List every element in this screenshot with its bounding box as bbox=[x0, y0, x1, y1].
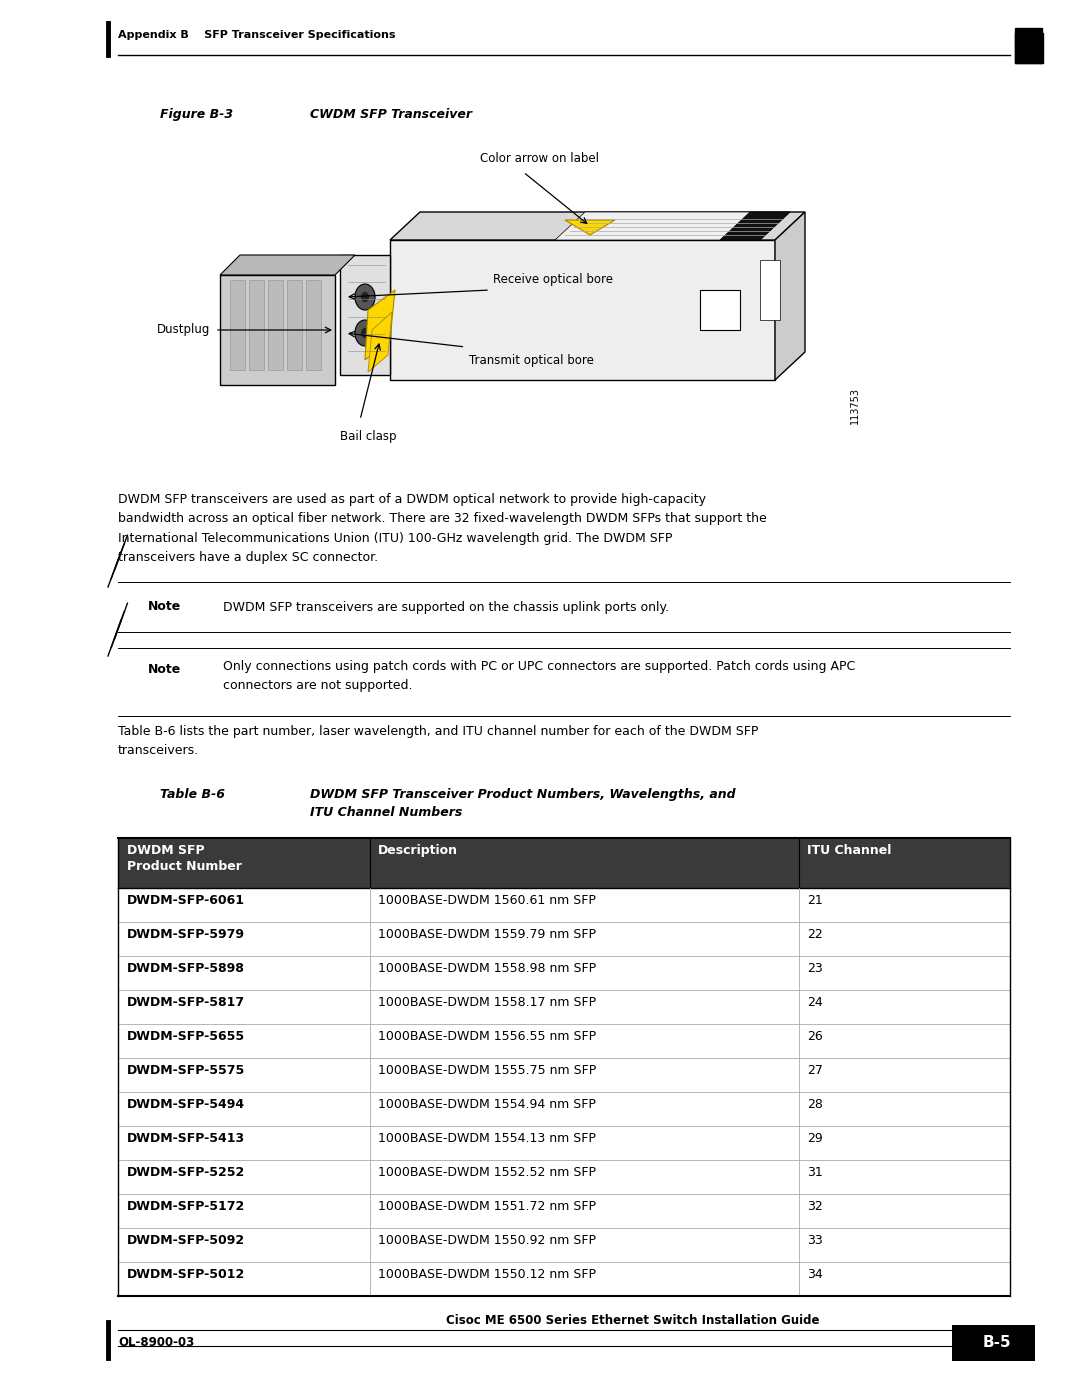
Text: 24: 24 bbox=[807, 996, 823, 1009]
Text: DWDM-SFP-5817: DWDM-SFP-5817 bbox=[126, 996, 245, 1009]
Text: Color arrow on label: Color arrow on label bbox=[480, 152, 599, 165]
Polygon shape bbox=[565, 219, 615, 235]
Text: DWDM-SFP-5012: DWDM-SFP-5012 bbox=[126, 1267, 245, 1281]
Text: 27: 27 bbox=[807, 1063, 823, 1077]
Circle shape bbox=[361, 292, 369, 302]
Text: 29: 29 bbox=[807, 1132, 823, 1144]
Text: DWDM SFP transceivers are used as part of a DWDM optical network to provide high: DWDM SFP transceivers are used as part o… bbox=[118, 493, 767, 564]
FancyBboxPatch shape bbox=[249, 279, 264, 370]
Text: Appendix B    SFP Transceiver Specifications: Appendix B SFP Transceiver Specification… bbox=[118, 29, 395, 41]
Text: 1000BASE-DWDM 1558.17 nm SFP: 1000BASE-DWDM 1558.17 nm SFP bbox=[378, 996, 596, 1009]
FancyBboxPatch shape bbox=[220, 275, 335, 386]
Polygon shape bbox=[775, 212, 805, 380]
Text: DWDM-SFP-5655: DWDM-SFP-5655 bbox=[126, 1030, 245, 1042]
Text: ITU Channel: ITU Channel bbox=[807, 844, 892, 856]
Text: Receive optical bore: Receive optical bore bbox=[494, 272, 613, 286]
FancyBboxPatch shape bbox=[1015, 28, 1042, 63]
Text: Description: Description bbox=[378, 844, 458, 856]
Text: DWDM-SFP-5252: DWDM-SFP-5252 bbox=[126, 1165, 245, 1179]
FancyBboxPatch shape bbox=[287, 279, 302, 370]
Text: 1000BASE-DWDM 1551.72 nm SFP: 1000BASE-DWDM 1551.72 nm SFP bbox=[378, 1200, 596, 1213]
Text: DWDM-SFP-5092: DWDM-SFP-5092 bbox=[126, 1234, 245, 1246]
FancyBboxPatch shape bbox=[230, 279, 245, 370]
Text: 1000BASE-DWDM 1552.52 nm SFP: 1000BASE-DWDM 1552.52 nm SFP bbox=[378, 1165, 596, 1179]
Text: DWDM-SFP-5575: DWDM-SFP-5575 bbox=[126, 1063, 245, 1077]
FancyBboxPatch shape bbox=[760, 260, 780, 320]
Text: Cisoc ME 6500 Series Ethernet Switch Installation Guide: Cisoc ME 6500 Series Ethernet Switch Ins… bbox=[446, 1315, 820, 1327]
Text: DWDM SFP transceivers are supported on the chassis uplink ports only.: DWDM SFP transceivers are supported on t… bbox=[222, 601, 670, 613]
Polygon shape bbox=[220, 256, 355, 275]
Polygon shape bbox=[555, 212, 789, 240]
Text: DWDM-SFP-5898: DWDM-SFP-5898 bbox=[126, 961, 244, 975]
Text: Note: Note bbox=[148, 601, 181, 613]
Text: DWDM-SFP-5494: DWDM-SFP-5494 bbox=[126, 1098, 245, 1111]
Text: 28: 28 bbox=[807, 1098, 823, 1111]
Text: 1000BASE-DWDM 1554.13 nm SFP: 1000BASE-DWDM 1554.13 nm SFP bbox=[378, 1132, 596, 1144]
Text: Table B-6 lists the part number, laser wavelength, and ITU channel number for ea: Table B-6 lists the part number, laser w… bbox=[118, 725, 758, 757]
Polygon shape bbox=[720, 212, 789, 240]
Text: 34: 34 bbox=[807, 1267, 823, 1281]
Text: DWDM-SFP-5979: DWDM-SFP-5979 bbox=[126, 928, 245, 940]
Text: 1000BASE-DWDM 1560.61 nm SFP: 1000BASE-DWDM 1560.61 nm SFP bbox=[378, 894, 596, 907]
Text: CWDM SFP Transceiver: CWDM SFP Transceiver bbox=[310, 108, 472, 122]
FancyBboxPatch shape bbox=[700, 291, 740, 330]
FancyBboxPatch shape bbox=[1015, 34, 1043, 63]
Text: DWDM SFP
Product Number: DWDM SFP Product Number bbox=[126, 844, 242, 873]
Text: 1000BASE-DWDM 1554.94 nm SFP: 1000BASE-DWDM 1554.94 nm SFP bbox=[378, 1098, 596, 1111]
Text: Transmit optical bore: Transmit optical bore bbox=[469, 353, 594, 367]
Circle shape bbox=[355, 320, 375, 346]
Polygon shape bbox=[368, 312, 392, 372]
Text: Figure B-3: Figure B-3 bbox=[160, 108, 233, 122]
Text: Bail clasp: Bail clasp bbox=[340, 430, 396, 443]
Text: Table B-6: Table B-6 bbox=[160, 788, 225, 800]
Text: 1000BASE-DWDM 1555.75 nm SFP: 1000BASE-DWDM 1555.75 nm SFP bbox=[378, 1063, 596, 1077]
Polygon shape bbox=[365, 291, 395, 360]
Text: 1000BASE-DWDM 1559.79 nm SFP: 1000BASE-DWDM 1559.79 nm SFP bbox=[378, 928, 596, 940]
Text: Note: Note bbox=[148, 664, 181, 676]
Text: 21: 21 bbox=[807, 894, 823, 907]
FancyBboxPatch shape bbox=[951, 1324, 1035, 1361]
Text: 1000BASE-DWDM 1550.12 nm SFP: 1000BASE-DWDM 1550.12 nm SFP bbox=[378, 1267, 596, 1281]
Text: 33: 33 bbox=[807, 1234, 823, 1246]
Text: OL-8900-03: OL-8900-03 bbox=[118, 1337, 194, 1350]
Text: DWDM SFP Transceiver Product Numbers, Wavelengths, and
ITU Channel Numbers: DWDM SFP Transceiver Product Numbers, Wa… bbox=[310, 788, 735, 819]
FancyBboxPatch shape bbox=[390, 240, 775, 380]
Text: DWDM-SFP-6061: DWDM-SFP-6061 bbox=[126, 894, 245, 907]
Text: 22: 22 bbox=[807, 928, 823, 940]
Text: 1000BASE-DWDM 1556.55 nm SFP: 1000BASE-DWDM 1556.55 nm SFP bbox=[378, 1030, 596, 1042]
Circle shape bbox=[355, 284, 375, 310]
Text: Only connections using patch cords with PC or UPC connectors are supported. Patc: Only connections using patch cords with … bbox=[222, 659, 855, 692]
Text: 1000BASE-DWDM 1550.92 nm SFP: 1000BASE-DWDM 1550.92 nm SFP bbox=[378, 1234, 596, 1246]
Text: 23: 23 bbox=[807, 961, 823, 975]
Text: 32: 32 bbox=[807, 1200, 823, 1213]
FancyBboxPatch shape bbox=[118, 838, 1010, 888]
Text: DWDM-SFP-5413: DWDM-SFP-5413 bbox=[126, 1132, 245, 1144]
Text: 31: 31 bbox=[807, 1165, 823, 1179]
FancyBboxPatch shape bbox=[268, 279, 283, 370]
Text: DWDM-SFP-5172: DWDM-SFP-5172 bbox=[126, 1200, 245, 1213]
Text: Dustplug: Dustplug bbox=[157, 324, 210, 337]
Text: 1000BASE-DWDM 1558.98 nm SFP: 1000BASE-DWDM 1558.98 nm SFP bbox=[378, 961, 596, 975]
FancyBboxPatch shape bbox=[340, 256, 390, 374]
Text: 26: 26 bbox=[807, 1030, 823, 1042]
Text: 113753: 113753 bbox=[850, 387, 860, 423]
Polygon shape bbox=[390, 212, 805, 240]
FancyBboxPatch shape bbox=[306, 279, 321, 370]
Text: B-5: B-5 bbox=[983, 1336, 1011, 1351]
Circle shape bbox=[361, 328, 369, 338]
